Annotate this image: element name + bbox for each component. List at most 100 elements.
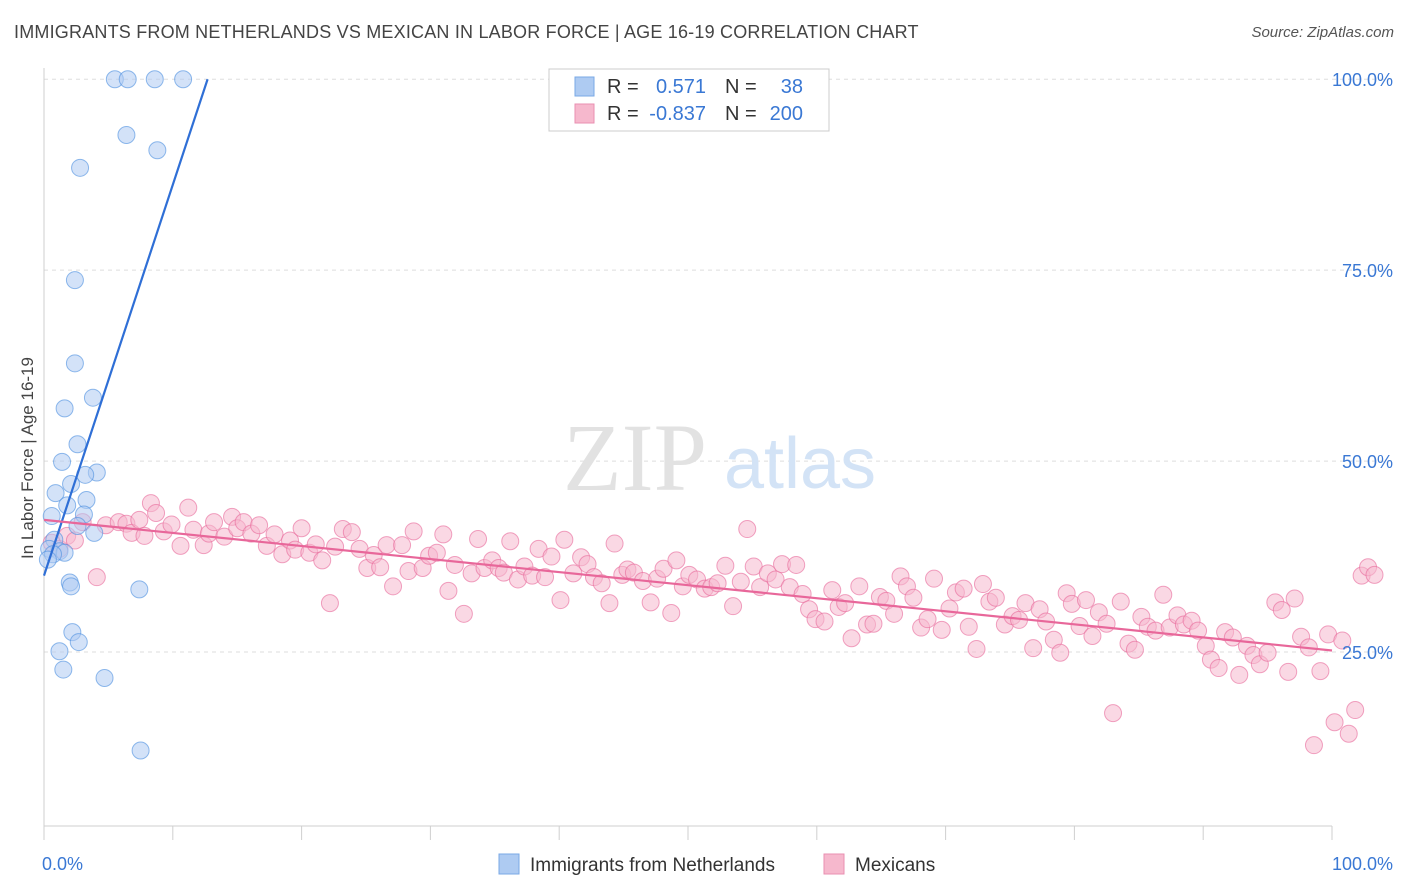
mexicans-point — [1333, 631, 1352, 650]
mexicans-point — [1024, 639, 1043, 658]
series-name-mexicans: Mexicans — [855, 855, 935, 876]
mexicans-point — [766, 570, 785, 589]
mexicans-point — [1125, 640, 1144, 659]
mexicans-point — [918, 610, 937, 629]
mexicans-point — [1346, 701, 1365, 720]
netherlands-point — [68, 435, 87, 454]
mexicans-point — [1083, 626, 1102, 645]
mexicans-point — [1285, 589, 1304, 608]
x-tick-labels: 0.0% 100.0% — [42, 854, 1393, 874]
mexicans-point — [147, 504, 166, 523]
legend-swatch-pink — [574, 103, 595, 124]
mexicans-point — [864, 614, 883, 633]
netherlands-point — [145, 70, 164, 89]
netherlands-point — [85, 523, 104, 542]
mexicans-point — [1051, 643, 1070, 662]
netherlands-point — [131, 741, 150, 760]
mexicans-point — [605, 534, 624, 553]
watermark-atlas: atlas — [724, 424, 876, 504]
netherlands-point — [130, 580, 149, 599]
mexicans-point — [292, 519, 311, 538]
netherlands-point — [71, 158, 90, 177]
mexicans-point — [1365, 565, 1384, 584]
y-tick-labels: 25.0% 50.0% 75.0% 100.0% — [1332, 70, 1393, 663]
mexicans-point — [250, 516, 269, 535]
axes — [43, 68, 1333, 840]
mexicans-point — [205, 513, 224, 532]
netherlands-point — [38, 550, 57, 569]
x-tick-label: 100.0% — [1332, 854, 1393, 874]
legend-n-value-blue: 38 — [781, 76, 803, 98]
y-tick-label: 50.0% — [1342, 452, 1393, 472]
mexicans-point — [1272, 600, 1291, 619]
mexicans-point — [434, 525, 453, 544]
mexicans-point — [371, 558, 390, 577]
netherlands-point — [62, 577, 81, 596]
netherlands-trend-line — [42, 78, 209, 576]
mexicans-point — [1339, 724, 1358, 743]
mexicans-point — [551, 591, 570, 610]
mexicans-point — [662, 604, 681, 623]
watermark: ZIP atlas — [563, 404, 876, 511]
mexicans-point — [973, 575, 992, 594]
series-swatch-mexicans — [823, 853, 845, 875]
legend-r-value-blue: 0.571 — [656, 76, 706, 98]
legend-n-label-blue: N = — [725, 76, 757, 98]
mexicans-point — [925, 569, 944, 588]
mexicans-point — [1076, 591, 1095, 610]
mexicans-point — [326, 537, 345, 556]
source-credit: Source: ZipAtlas.com — [1251, 24, 1394, 41]
correlation-legend: R = 0.571 N = 38 R = -0.837 N = 200 — [548, 68, 830, 132]
x-tick-label: 0.0% — [42, 854, 83, 874]
mexicans-point — [1209, 659, 1228, 678]
mexicans-point — [320, 594, 339, 613]
mexicans-point — [454, 604, 473, 623]
netherlands-point — [69, 633, 88, 652]
mexicans-point — [1258, 643, 1277, 662]
mexicans-point — [1279, 662, 1298, 681]
mexicans-point — [815, 612, 834, 631]
mexicans-point — [641, 593, 660, 612]
mexicans-point — [393, 536, 412, 555]
series-swatch-netherlands — [498, 853, 520, 875]
mexicans-point — [306, 535, 325, 554]
mexicans-point — [1097, 614, 1116, 633]
mexicans-point — [940, 599, 959, 618]
netherlands-points — [38, 70, 193, 760]
series-legend: Immigrants from Netherlands Mexicans — [498, 853, 935, 876]
netherlands-point — [54, 660, 73, 679]
mexicans-point — [501, 532, 520, 551]
series-name-netherlands: Immigrants from Netherlands — [530, 855, 775, 876]
mexicans-point — [536, 568, 555, 587]
legend-r-label-blue: R = — [607, 76, 639, 98]
legend-r-label-pink: R = — [607, 103, 639, 125]
mexicans-point — [1325, 713, 1344, 732]
trend-lines — [42, 78, 1333, 652]
mexicans-point — [654, 559, 673, 578]
mexicans-point — [967, 639, 986, 658]
mexicans-point — [932, 620, 951, 639]
netherlands-point — [65, 354, 84, 373]
netherlands-point — [46, 484, 65, 503]
legend-n-label-pink: N = — [725, 103, 757, 125]
netherlands-point — [53, 452, 72, 471]
netherlands-point — [68, 516, 87, 535]
mexicans-point — [1104, 704, 1123, 723]
netherlands-point — [83, 388, 102, 407]
mexicans-point — [823, 581, 842, 600]
y-tick-label: 75.0% — [1342, 261, 1393, 281]
mexicans-point — [542, 547, 561, 566]
netherlands-point — [95, 668, 114, 687]
mexicans-point — [1230, 665, 1249, 684]
mexicans-point — [555, 530, 574, 549]
mexicans-point — [1111, 592, 1130, 611]
mexicans-point — [793, 584, 812, 603]
y-axis-label: In Labor Force | Age 16-19 — [18, 357, 37, 559]
legend-r-value-pink: -0.837 — [649, 103, 706, 125]
mexicans-point — [384, 577, 403, 596]
netherlands-point — [148, 141, 167, 160]
mexicans-point — [885, 604, 904, 623]
mexicans-point — [959, 617, 978, 636]
mexicans-point — [135, 526, 154, 545]
mexicans-point — [313, 551, 332, 570]
